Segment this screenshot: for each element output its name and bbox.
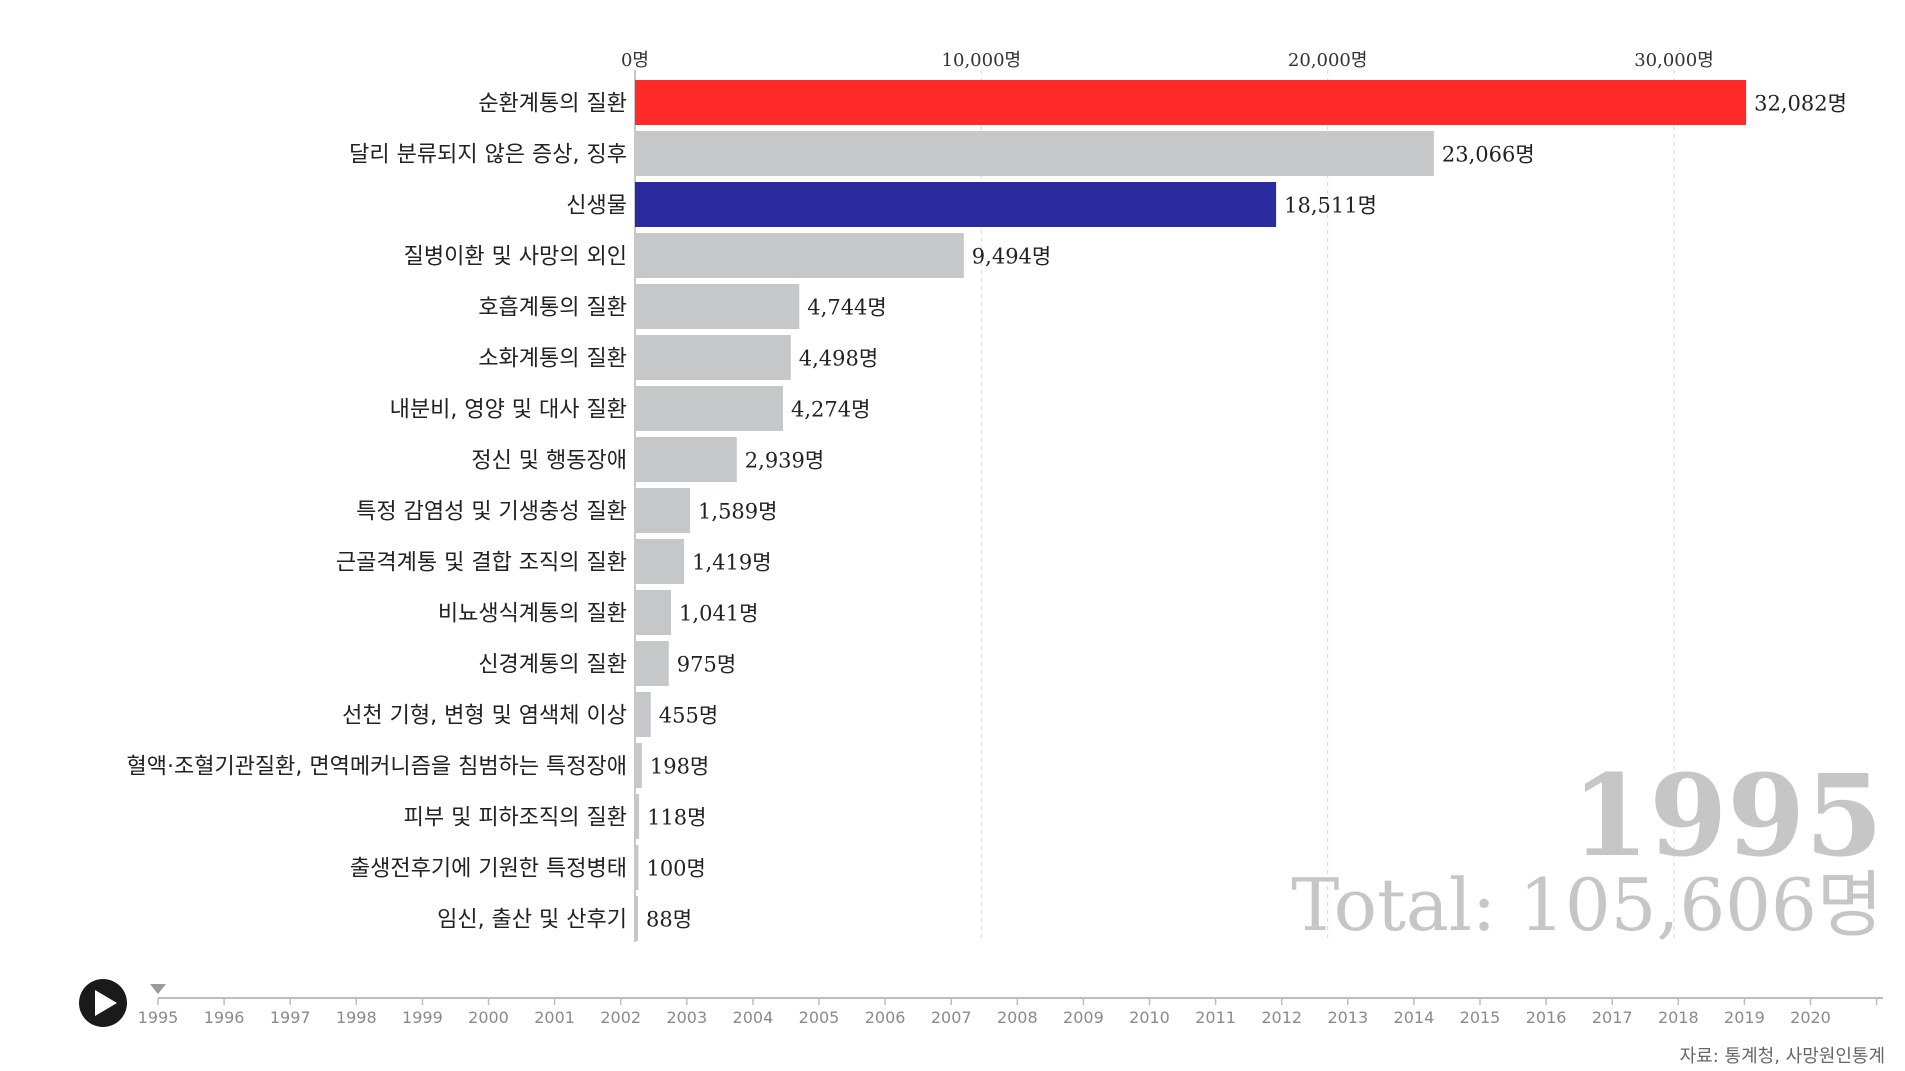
bar [635, 590, 672, 635]
category-label: 내분비, 영양 및 대사 질환 [390, 398, 627, 423]
value-label: 4,498명 [799, 347, 878, 371]
category-label: 혈액·조혈기관질환, 면역메커니즘을 침범하는 특정장애 [127, 755, 628, 780]
value-label: 18,511명 [1284, 194, 1377, 218]
x-axis-ticks: 0명 10,000명 20,000명 30,000명 [621, 50, 1714, 71]
bar [635, 794, 640, 839]
timeline-year[interactable]: 1998 [336, 1008, 377, 1027]
bar [635, 641, 669, 686]
timeline-year[interactable]: 2001 [534, 1008, 575, 1027]
category-label: 선천 기형, 변형 및 염색체 이상 [342, 704, 627, 729]
timeline-year[interactable]: 2010 [1129, 1008, 1170, 1027]
timeline-year[interactable]: 2018 [1658, 1008, 1699, 1027]
bar [635, 845, 639, 890]
value-labels: 32,082명 23,066명 18,511명 9,494명 4,744명 4,498명 4… [646, 92, 1847, 932]
value-label: 118명 [647, 806, 706, 830]
timeline-year[interactable]: 2015 [1460, 1008, 1501, 1027]
timeline-year[interactable]: 2007 [931, 1008, 972, 1027]
x-tick-label: 30,000명 [1634, 50, 1714, 71]
timeline-year[interactable]: 1996 [204, 1008, 245, 1027]
timeline-year[interactable]: 2004 [733, 1008, 774, 1027]
value-label: 975명 [677, 653, 736, 677]
bar [635, 488, 691, 533]
play-icon [95, 990, 117, 1016]
bar [635, 386, 784, 431]
value-label: 4,274명 [791, 398, 870, 422]
timeline-year[interactable]: 2014 [1394, 1008, 1435, 1027]
total-count: Total: 105,606명 [1291, 863, 1883, 947]
timeline-year[interactable]: 2016 [1526, 1008, 1567, 1027]
timeline-year[interactable]: 2012 [1261, 1008, 1302, 1027]
value-label: 23,066명 [1442, 143, 1535, 167]
value-label: 198명 [650, 755, 709, 779]
category-label: 질병이환 및 사망의 외인 [404, 245, 627, 270]
timeline-year[interactable]: 2005 [799, 1008, 840, 1027]
value-label: 1,589명 [698, 500, 777, 524]
timeline-year[interactable]: 2003 [666, 1008, 707, 1027]
play-button[interactable] [79, 979, 127, 1027]
category-label: 순환계통의 질환 [478, 92, 627, 117]
category-label: 특정 감염성 및 기생충성 질환 [356, 500, 627, 525]
timeline-year[interactable]: 2008 [997, 1008, 1038, 1027]
bar [635, 233, 964, 278]
timeline-year[interactable]: 2000 [468, 1008, 509, 1027]
x-tick-label: 20,000명 [1288, 50, 1368, 71]
bar [635, 896, 639, 941]
timeline-year[interactable]: 2002 [600, 1008, 641, 1027]
timeline-handle[interactable] [150, 984, 166, 994]
bar [635, 539, 685, 584]
bar [635, 692, 651, 737]
timeline-year[interactable]: 2006 [865, 1008, 906, 1027]
value-label: 1,419명 [692, 551, 771, 575]
value-label: 88명 [646, 908, 692, 932]
x-tick-label: 0명 [621, 50, 649, 71]
category-label: 소화계통의 질환 [478, 347, 627, 372]
category-label: 호흡계통의 질환 [478, 296, 627, 321]
timeline-year[interactable]: 1999 [402, 1008, 443, 1027]
category-label: 임신, 출산 및 산후기 [437, 908, 627, 933]
bar [635, 335, 791, 380]
timeline-year[interactable]: 2019 [1724, 1008, 1765, 1027]
timeline-year[interactable]: 2017 [1592, 1008, 1633, 1027]
value-label: 4,744명 [807, 296, 886, 320]
category-label: 정신 및 행동장애 [471, 449, 627, 474]
bar [635, 284, 800, 329]
timeline-year[interactable]: 2013 [1327, 1008, 1368, 1027]
category-label: 근골격계통 및 결합 조직의 질환 [336, 551, 627, 576]
timeline-year[interactable]: 2020 [1790, 1008, 1831, 1027]
value-label: 2,939명 [745, 449, 824, 473]
bar [635, 743, 642, 788]
value-label: 1,041명 [679, 602, 758, 626]
bar [635, 437, 737, 482]
value-label: 32,082명 [1754, 92, 1847, 116]
category-label: 신경계통의 질환 [478, 653, 627, 678]
timeline-year[interactable]: 1995 [138, 1008, 179, 1027]
bars [635, 80, 1747, 941]
category-label: 출생전후기에 기원한 특정병태 [350, 857, 627, 882]
timeline-year[interactable]: 2011 [1195, 1008, 1236, 1027]
source-note: 자료: 통계청, 사망원인통계 [1680, 1046, 1885, 1067]
bar [635, 80, 1747, 125]
value-label: 100명 [646, 857, 705, 881]
bar [635, 131, 1434, 176]
timeline-year[interactable]: 2009 [1063, 1008, 1104, 1027]
category-label: 신생물 [566, 194, 627, 219]
category-label: 피부 및 피하조직의 질환 [404, 806, 627, 831]
value-label: 455명 [659, 704, 718, 728]
category-label: 달리 분류되지 않은 증상, 징후 [349, 143, 627, 168]
x-tick-label: 10,000명 [942, 50, 1022, 71]
timeline-year[interactable]: 1997 [270, 1008, 311, 1027]
bar [635, 182, 1277, 227]
year-timeline[interactable]: 1995 1996 1997 1998 1999 2000 2001 2002 2003 2004… [138, 984, 1883, 1027]
category-label: 비뇨생식계통의 질환 [438, 602, 627, 627]
current-year: 1995 [1571, 751, 1883, 882]
value-label: 9,494명 [972, 245, 1051, 269]
